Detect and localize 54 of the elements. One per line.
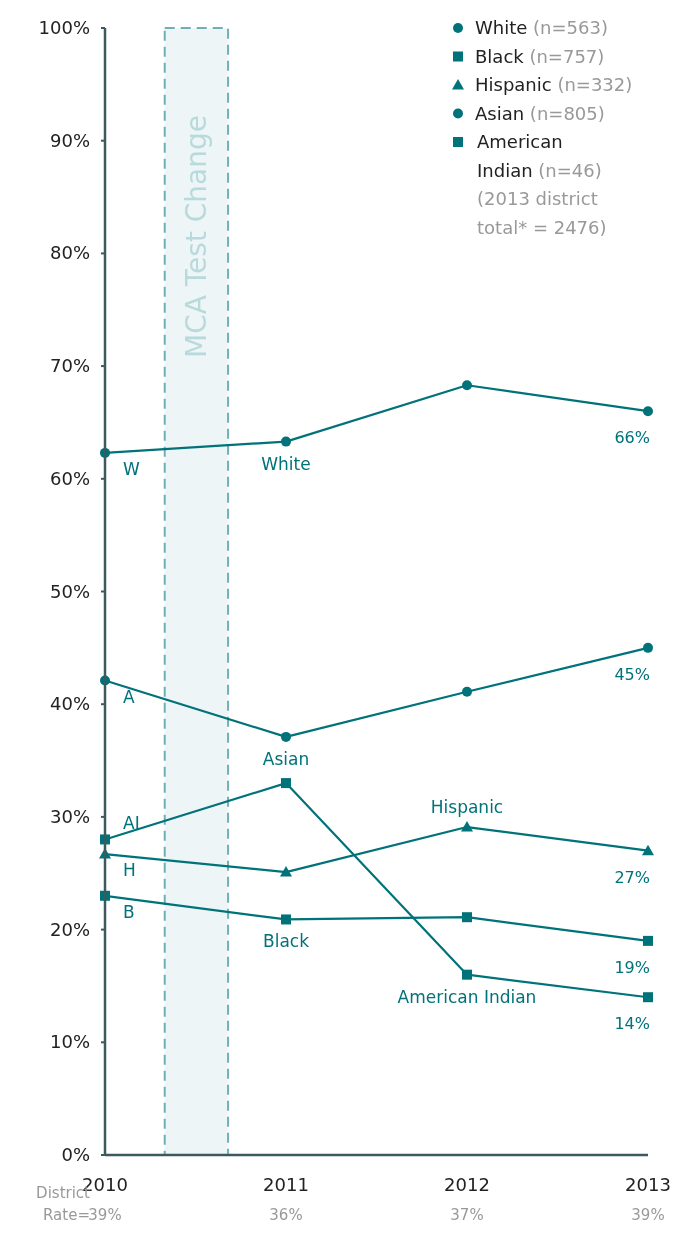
point [280,866,292,877]
point [643,406,653,417]
y-tick-label: 0% [61,1144,90,1165]
point [281,914,291,925]
y-tick-label: 30% [49,805,90,827]
data-label: 66% [614,428,650,448]
annotation: AI [123,813,140,834]
annotation: American Indian [397,986,537,1007]
point [643,992,653,1003]
point [643,935,653,946]
legend-label: White (n=563) [475,17,608,38]
legend-label: Hispanic (n=332) [475,74,633,95]
point [281,731,291,742]
y-tick-label: 60% [49,467,90,489]
annotation: A [123,686,135,707]
data-label: 27% [614,867,650,887]
point [281,436,291,447]
y-tick-label: 20% [49,918,90,940]
x-tick-label: 2011 [263,1174,309,1195]
annotation: Hispanic [430,797,504,818]
data-label: 19% [614,957,650,977]
point [462,912,472,923]
x-tick-label: 2012 [444,1174,490,1195]
x-tick-label: 2013 [625,1174,671,1195]
annotation: H [123,860,136,881]
y-tick-label: 10% [49,1031,90,1053]
annotation: Black [263,931,310,952]
annotation: (2013 district total* = 2476) [477,188,607,238]
point [462,969,472,980]
text: 39% [88,1206,122,1224]
point [643,642,653,653]
annotation: W [123,458,140,479]
y-tick-label: 70% [49,355,90,377]
y-tick-label: 80% [49,242,90,264]
data-label: 45% [614,664,650,684]
y-tick-label: 50% [49,580,90,602]
point [461,821,473,832]
legend-label: Asian (n=805) [475,102,605,124]
text: 39% [631,1206,665,1224]
annotation: B [123,901,135,922]
point [281,778,291,789]
data-label: 14% [614,1014,650,1034]
y-tick-label: 40% [49,693,90,715]
point [462,686,472,697]
text: 37% [450,1206,484,1224]
y-tick-label: 100% [38,17,90,38]
legend-label: American Indian (n=46) [477,131,602,181]
point [462,380,472,391]
legend-label: Black (n=757) [475,45,605,67]
annotation: Asian [262,748,310,769]
text: 36% [269,1206,303,1224]
y-tick-label: 90% [49,129,90,151]
annotation: White [261,453,311,474]
point [642,844,654,856]
